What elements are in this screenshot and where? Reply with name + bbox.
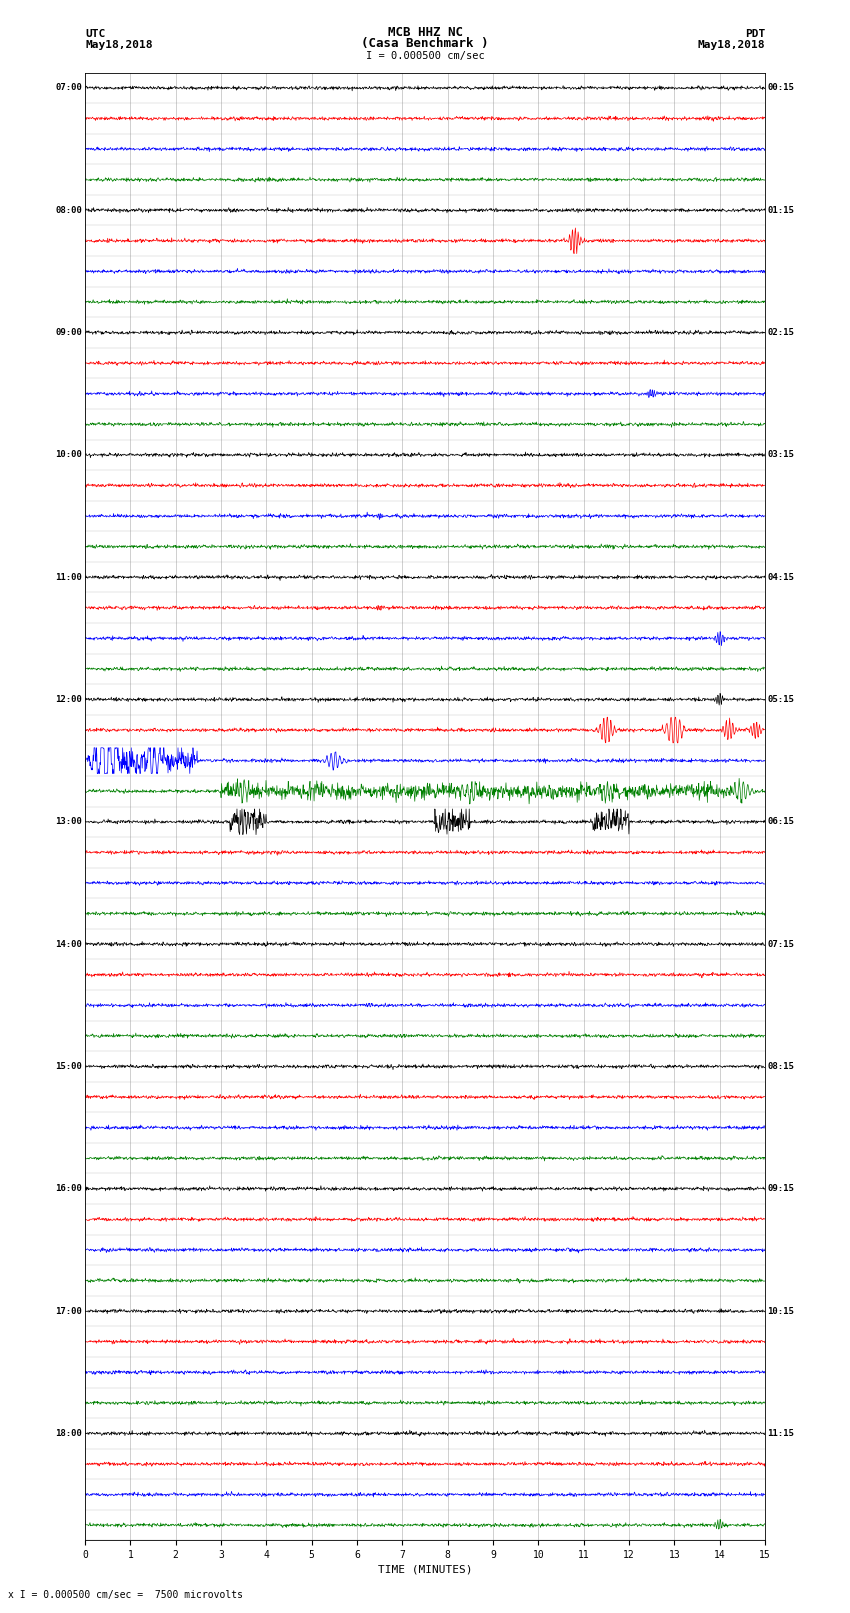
Text: PDT: PDT — [745, 29, 765, 39]
Text: 10:15: 10:15 — [768, 1307, 795, 1316]
Text: I = 0.000500 cm/sec: I = 0.000500 cm/sec — [366, 52, 484, 61]
X-axis label: TIME (MINUTES): TIME (MINUTES) — [377, 1565, 473, 1574]
Text: UTC: UTC — [85, 29, 105, 39]
Text: 00:15: 00:15 — [768, 84, 795, 92]
Text: 02:15: 02:15 — [768, 327, 795, 337]
Text: 18:00: 18:00 — [55, 1429, 82, 1437]
Text: x I = 0.000500 cm/sec =  7500 microvolts: x I = 0.000500 cm/sec = 7500 microvolts — [8, 1590, 243, 1600]
Text: (Casa Benchmark ): (Casa Benchmark ) — [361, 37, 489, 50]
Text: 13:00: 13:00 — [55, 818, 82, 826]
Text: 12:00: 12:00 — [55, 695, 82, 703]
Text: 08:15: 08:15 — [768, 1061, 795, 1071]
Text: 07:00: 07:00 — [55, 84, 82, 92]
Text: 06:15: 06:15 — [768, 818, 795, 826]
Text: 11:15: 11:15 — [768, 1429, 795, 1437]
Text: 03:15: 03:15 — [768, 450, 795, 460]
Text: May18,2018: May18,2018 — [698, 40, 765, 50]
Text: 09:15: 09:15 — [768, 1184, 795, 1194]
Text: May18,2018: May18,2018 — [85, 40, 152, 50]
Text: 17:00: 17:00 — [55, 1307, 82, 1316]
Text: 16:00: 16:00 — [55, 1184, 82, 1194]
Text: 11:00: 11:00 — [55, 573, 82, 582]
Text: 08:00: 08:00 — [55, 206, 82, 215]
Text: 10:00: 10:00 — [55, 450, 82, 460]
Text: 15:00: 15:00 — [55, 1061, 82, 1071]
Text: MCB HHZ NC: MCB HHZ NC — [388, 26, 462, 39]
Text: 14:00: 14:00 — [55, 940, 82, 948]
Text: 04:15: 04:15 — [768, 573, 795, 582]
Text: 07:15: 07:15 — [768, 940, 795, 948]
Text: 05:15: 05:15 — [768, 695, 795, 703]
Text: 09:00: 09:00 — [55, 327, 82, 337]
Text: 01:15: 01:15 — [768, 206, 795, 215]
